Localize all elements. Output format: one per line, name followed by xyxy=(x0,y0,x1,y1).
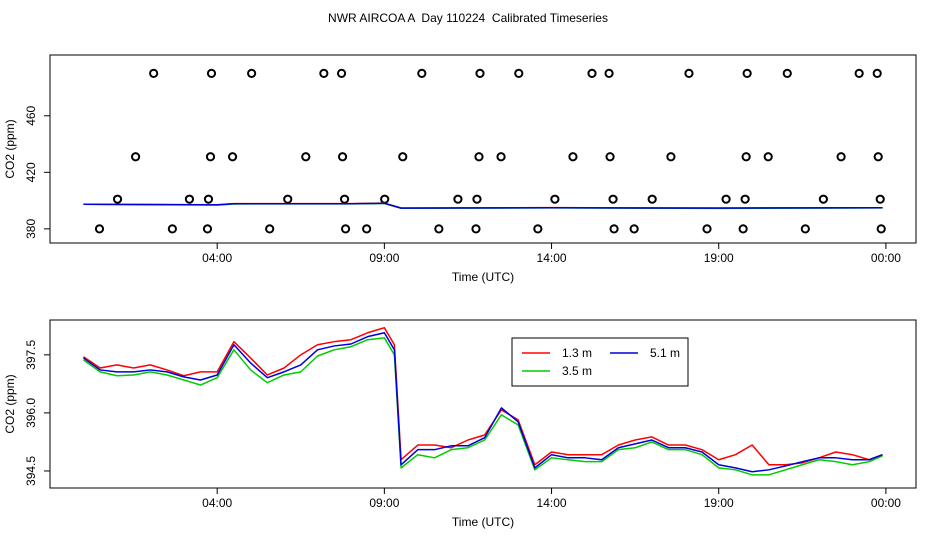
data-point xyxy=(227,152,238,162)
x-axis-title: Time (UTC) xyxy=(452,270,514,284)
data-point xyxy=(319,68,329,78)
y-axis-title: CO2 (ppm) xyxy=(3,374,17,433)
data-point xyxy=(604,68,614,78)
data-point xyxy=(550,194,560,204)
data-point xyxy=(609,224,619,234)
data-point xyxy=(605,152,615,162)
data-point xyxy=(876,224,886,234)
data-point xyxy=(247,68,257,78)
data-point xyxy=(130,152,141,162)
data-point xyxy=(434,224,444,234)
data-line xyxy=(83,337,883,476)
legend-label: 1.3 m xyxy=(562,346,592,360)
x-tick-label: 14:00 xyxy=(537,251,567,265)
data-point xyxy=(417,68,427,78)
y-tick-label: 420 xyxy=(24,162,38,182)
y-tick-label: 394.5 xyxy=(24,456,38,486)
plot-frame xyxy=(49,54,917,244)
y-axis-title: CO2 (ppm) xyxy=(3,119,17,178)
data-point xyxy=(203,194,214,204)
data-point xyxy=(475,68,485,78)
data-point xyxy=(873,152,883,162)
data-point xyxy=(684,68,694,78)
data-point xyxy=(112,194,123,204)
x-tick-label: 14:00 xyxy=(537,496,567,510)
data-point xyxy=(587,68,597,78)
legend-label: 3.5 m xyxy=(562,364,592,378)
legend-label: 5.1 m xyxy=(650,346,680,360)
chart-title: NWR AIRCOA A Day 110224 Calibrated Times… xyxy=(328,11,608,25)
x-axis-title: Time (UTC) xyxy=(452,515,514,529)
y-tick-label: 397.5 xyxy=(24,339,38,369)
y-tick-label: 396.0 xyxy=(24,398,38,428)
data-point xyxy=(398,152,408,162)
data-line xyxy=(83,326,883,466)
data-point xyxy=(337,152,348,162)
data-point xyxy=(629,224,639,234)
data-point xyxy=(742,68,752,78)
x-tick-label: 09:00 xyxy=(369,251,399,265)
data-point xyxy=(362,224,372,234)
data-point xyxy=(800,224,810,234)
data-point xyxy=(474,152,484,162)
data-point xyxy=(647,194,657,204)
data-point xyxy=(836,152,846,162)
data-point xyxy=(339,194,350,204)
x-tick-label: 04:00 xyxy=(202,251,232,265)
data-point xyxy=(283,194,293,204)
data-point xyxy=(721,194,731,204)
data-point xyxy=(340,224,351,234)
data-point xyxy=(472,194,482,204)
data-point xyxy=(149,68,159,78)
y-tick-label: 380 xyxy=(24,219,38,239)
data-point xyxy=(265,224,275,234)
data-point xyxy=(533,224,543,234)
data-point xyxy=(763,152,773,162)
data-point xyxy=(568,152,578,162)
data-line xyxy=(83,202,883,209)
plot-frame xyxy=(49,319,917,489)
x-tick-label: 19:00 xyxy=(704,251,734,265)
y-tick-label: 460 xyxy=(24,105,38,125)
x-tick-label: 19:00 xyxy=(704,496,734,510)
data-point xyxy=(301,152,311,162)
data-point xyxy=(666,152,676,162)
data-point xyxy=(205,152,216,162)
data-point xyxy=(514,68,524,78)
data-point xyxy=(741,152,751,162)
x-tick-label: 09:00 xyxy=(369,496,399,510)
data-point xyxy=(872,68,882,78)
data-point xyxy=(184,194,195,204)
data-point xyxy=(336,68,347,78)
data-point xyxy=(875,194,885,204)
data-point xyxy=(818,194,828,204)
data-point xyxy=(453,194,463,204)
x-tick-label: 00:00 xyxy=(871,251,901,265)
data-point xyxy=(202,224,213,234)
data-line xyxy=(83,332,883,473)
data-point xyxy=(782,68,792,78)
data-point xyxy=(740,194,750,204)
x-tick-label: 04:00 xyxy=(202,496,232,510)
x-tick-label: 00:00 xyxy=(871,496,901,510)
data-point xyxy=(702,224,712,234)
data-point xyxy=(738,224,748,234)
data-point xyxy=(471,224,481,234)
data-point xyxy=(496,152,506,162)
data-point xyxy=(167,224,177,234)
data-point xyxy=(94,224,105,234)
legend-box xyxy=(511,337,689,387)
data-point xyxy=(206,68,217,78)
data-point xyxy=(854,68,864,78)
data-point xyxy=(608,194,618,204)
